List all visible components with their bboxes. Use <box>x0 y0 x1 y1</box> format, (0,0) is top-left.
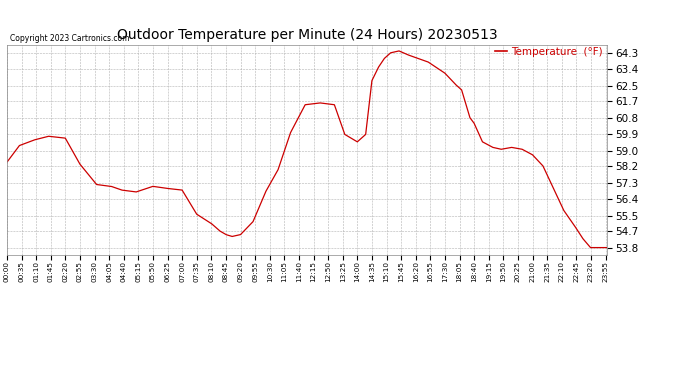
Legend: Temperature  (°F): Temperature (°F) <box>491 43 607 61</box>
Text: Copyright 2023 Cartronics.com: Copyright 2023 Cartronics.com <box>10 34 130 43</box>
Title: Outdoor Temperature per Minute (24 Hours) 20230513: Outdoor Temperature per Minute (24 Hours… <box>117 28 497 42</box>
